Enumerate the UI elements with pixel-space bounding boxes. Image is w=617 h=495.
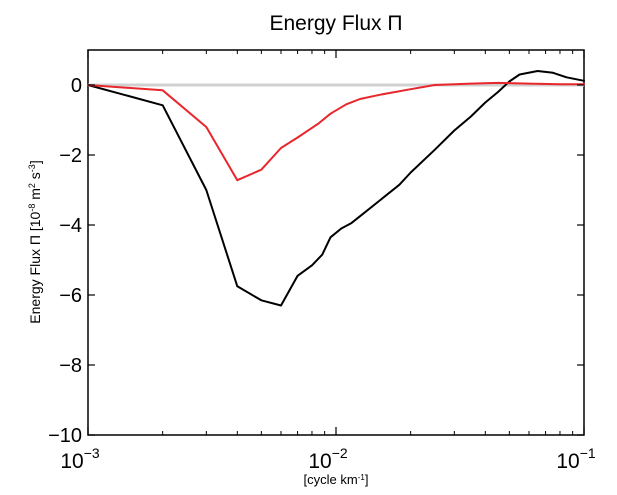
y-tick-label: −10 xyxy=(48,425,82,447)
plot-frame xyxy=(87,49,585,436)
x-tick-label: 10−1 xyxy=(556,445,596,473)
x-axis-label: [cycle km-1] xyxy=(304,472,369,487)
y-tick-label: −6 xyxy=(59,285,82,307)
y-axis-label: Energy Flux Π [10-8 m2 s-3] xyxy=(27,160,43,323)
y-tick-label: −4 xyxy=(59,215,82,237)
y-tick-label: −8 xyxy=(59,355,82,377)
x-tick-label: 10−3 xyxy=(60,445,100,473)
y-tick-label: −2 xyxy=(59,145,82,167)
x-tick-label: 10−2 xyxy=(308,445,348,473)
chart-title: Energy Flux Π xyxy=(269,12,402,35)
y-tick-label: 0 xyxy=(71,75,82,97)
series-line-2 xyxy=(87,81,585,182)
series-line-1 xyxy=(87,70,585,307)
